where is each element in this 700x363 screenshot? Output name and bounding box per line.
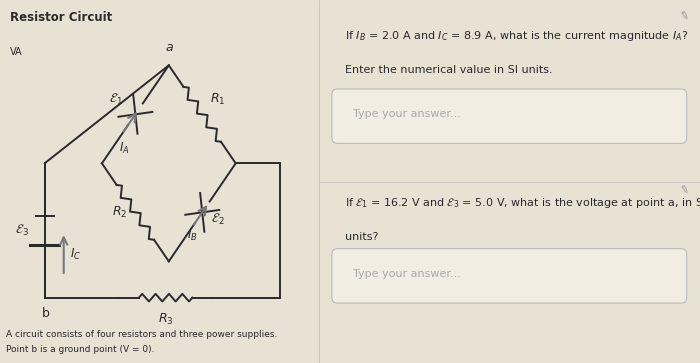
Text: b: b: [42, 307, 50, 320]
FancyBboxPatch shape: [332, 249, 687, 303]
Text: Type your answer...: Type your answer...: [353, 269, 461, 279]
Text: VA: VA: [10, 47, 22, 57]
Text: $R_3$: $R_3$: [158, 312, 174, 327]
Text: ✎: ✎: [677, 185, 689, 197]
Text: $\mathcal{E}_1$: $\mathcal{E}_1$: [109, 92, 123, 107]
Text: $I_B$: $I_B$: [187, 228, 198, 243]
Text: ✎: ✎: [677, 11, 689, 23]
Text: a: a: [165, 41, 173, 54]
Text: Point b is a ground point (V = 0).: Point b is a ground point (V = 0).: [6, 345, 155, 354]
Text: $R_1$: $R_1$: [211, 92, 226, 107]
Text: Type your answer...: Type your answer...: [353, 109, 461, 119]
Text: If $I_B$ = 2.0 A and $I_C$ = 8.9 A, what is the current magnitude $I_A$?: If $I_B$ = 2.0 A and $I_C$ = 8.9 A, what…: [345, 29, 688, 43]
Text: If $\mathcal{E}_1$ = 16.2 V and $\mathcal{E}_3$ = 5.0 V, what is the voltage at : If $\mathcal{E}_1$ = 16.2 V and $\mathca…: [345, 196, 700, 210]
FancyBboxPatch shape: [332, 89, 687, 143]
Text: Enter the numerical value in SI units.: Enter the numerical value in SI units.: [345, 65, 553, 76]
Text: $I_C$: $I_C$: [70, 246, 81, 262]
Text: $\mathcal{E}_2$: $\mathcal{E}_2$: [211, 212, 225, 227]
Text: $I_A$: $I_A$: [119, 140, 130, 156]
Text: $\mathcal{E}_3$: $\mathcal{E}_3$: [15, 223, 29, 238]
Text: Resistor Circuit: Resistor Circuit: [10, 11, 112, 24]
Text: units?: units?: [345, 232, 379, 242]
Text: $R_2$: $R_2$: [112, 205, 127, 220]
Text: A circuit consists of four resistors and three power supplies.: A circuit consists of four resistors and…: [6, 330, 278, 339]
